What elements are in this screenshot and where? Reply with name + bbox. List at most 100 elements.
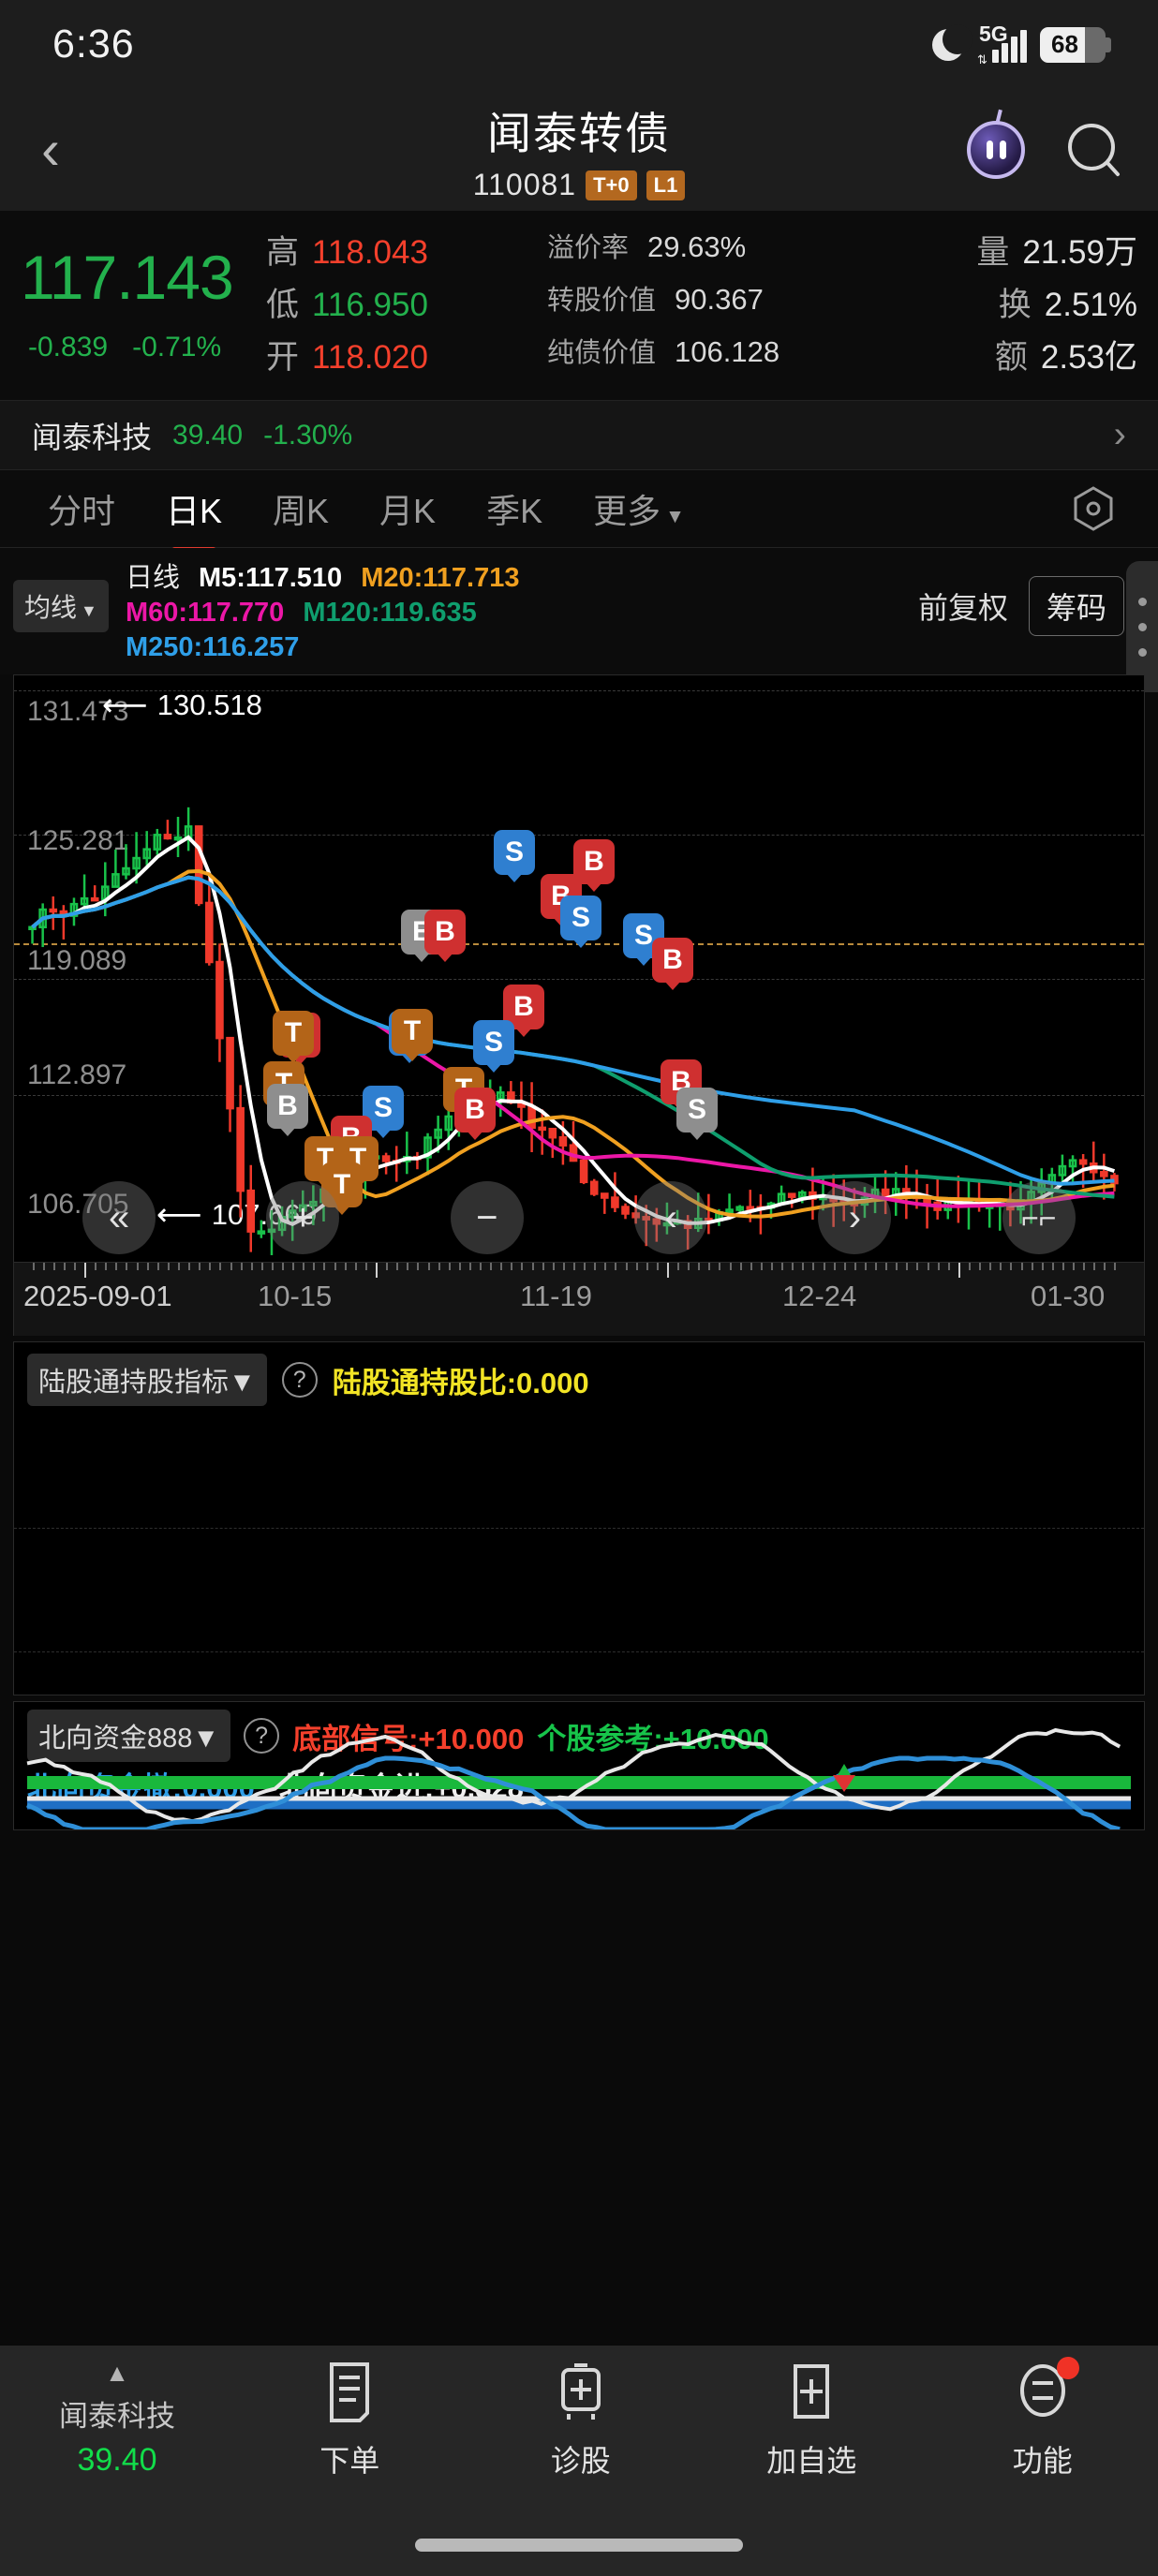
signal-marker-trade[interactable]: T <box>273 1011 314 1057</box>
signal-icon: 5G ⇅ <box>977 22 1027 67</box>
x-tick-4: 12-24 <box>782 1280 857 1313</box>
quote-row-turnover: 换 2.51% <box>920 278 1137 331</box>
chart-settings-icon[interactable] <box>1072 485 1115 532</box>
arrow-left-icon: ⟵ <box>102 688 148 724</box>
zoom-in-icon[interactable]: + <box>266 1181 340 1255</box>
ai-assistant-icon[interactable] <box>967 121 1025 179</box>
tab-weekly-k[interactable]: 周K <box>273 492 330 530</box>
indicator2-selector[interactable]: 北向资金888▼ <box>27 1710 231 1763</box>
quote-label-premium: 溢价率 <box>547 233 630 263</box>
gridline-3 <box>14 979 1144 981</box>
signal-marker-sell[interactable]: S <box>494 830 535 876</box>
status-bar: 6:36 5G ⇅ 68 <box>0 0 1158 89</box>
signal-marker-grey[interactable]: S <box>676 1088 718 1133</box>
quote-hilo-column: 高 118.043 低 116.950 开 118.020 <box>266 226 547 383</box>
functions-icon <box>1014 2357 1079 2424</box>
quote-label-volume: 量 <box>976 234 1010 271</box>
chip-distribution-button[interactable]: 筹码 <box>1028 576 1124 636</box>
prev-icon[interactable]: ‹ <box>634 1181 708 1255</box>
battery-icon: 68 <box>1040 26 1111 63</box>
quote-label-turnover: 换 <box>998 287 1032 323</box>
quote-panel: 117.143 -0.839 -0.71% 高 118.043 低 116.95… <box>0 211 1158 400</box>
related-stock-price: 39.40 <box>172 419 244 451</box>
chevron-down-icon: ▼ <box>81 601 97 620</box>
fullscreen-icon[interactable]: ⌐⌐ <box>1002 1181 1076 1255</box>
zoom-out-icon[interactable]: − <box>450 1181 524 1255</box>
ma5-value: M5:117.510 <box>199 563 343 593</box>
main-candlestick-chart[interactable]: 131.473 125.281 119.089 112.897 106.705 … <box>13 674 1145 1264</box>
add-watchlist-icon <box>782 2361 840 2424</box>
signal-marker-trade[interactable]: T <box>321 1162 363 1208</box>
quote-row-low: 低 116.950 <box>266 278 547 331</box>
bottom-nav-add-watchlist-label: 加自选 <box>766 2444 857 2478</box>
indicator-panel-northbound-holding[interactable]: 陆股通持股指标▼ ? 陆股通持股比:0.000 <box>13 1341 1145 1696</box>
first-page-icon[interactable]: « <box>82 1181 156 1255</box>
data-arrows-icon: ⇅ <box>977 52 987 67</box>
tab-more[interactable]: 更多 ▼ <box>568 484 710 533</box>
tab-quarterly-k[interactable]: 季K <box>486 492 543 530</box>
y-tick-1: 131.473 <box>27 696 129 728</box>
status-icons: 5G ⇅ 68 <box>932 22 1111 67</box>
high-annotation: ⟵ 130.518 <box>102 688 262 722</box>
indicator2-bottom-signal: 底部信号:+10.000 <box>292 1722 525 1755</box>
quote-row-high: 高 118.043 <box>266 226 547 278</box>
bottom-related-stock[interactable]: ▲ 闻泰科技 39.40 <box>0 2361 234 2479</box>
ma-legend-values: 日线 M5:117.510 M20:117.713 M60:117.770 M1… <box>126 561 877 665</box>
signal-marker-sell[interactable]: S <box>623 913 664 959</box>
quote-volume-column: 量 21.59万 换 2.51% 额 2.53亿 <box>920 226 1137 383</box>
signal-marker-trade[interactable]: T <box>392 1009 433 1055</box>
quote-row-open: 开 118.020 <box>266 331 547 383</box>
quote-row-premium: 溢价率 29.63% <box>547 226 920 278</box>
triangle-up-icon: ▲ <box>105 2359 129 2387</box>
quote-row-purebond: 纯债价值 106.128 <box>547 331 920 383</box>
app-header: ‹ 闻泰转债 110081 T+0 L1 <box>0 89 1158 211</box>
quote-row-volume: 量 21.59万 <box>920 226 1137 278</box>
x-tick-2: 10-15 <box>258 1280 333 1313</box>
ma120-value: M120:119.635 <box>303 598 477 629</box>
y-tick-2: 125.281 <box>27 825 129 857</box>
header-title-group: 闻泰转债 110081 T+0 L1 <box>0 89 1158 211</box>
indicator1-selector[interactable]: 陆股通持股指标▼ <box>27 1354 267 1407</box>
indicator1-value: 陆股通持股比:0.000 <box>332 1366 589 1399</box>
quote-label-purebond: 纯债价值 <box>547 338 657 368</box>
side-drawer-handle[interactable] <box>1126 561 1158 692</box>
gridline-2 <box>14 835 1144 836</box>
indicator-panel-northbound-capital[interactable]: 北向资金888▼ ? 底部信号:+10.000 个股参考:+10.000 北向资… <box>13 1701 1145 1831</box>
help-icon[interactable]: ? <box>244 1718 280 1754</box>
quote-value-turnover: 2.51% <box>1044 287 1137 323</box>
chevron-right-icon: › <box>1113 414 1126 455</box>
tab-daily-k[interactable]: 日K <box>141 484 247 533</box>
bottom-nav-order[interactable]: 下单 <box>234 2361 466 2480</box>
page-title: 闻泰转债 <box>487 109 671 158</box>
signal-marker-buy[interactable]: B <box>424 910 466 955</box>
signal-marker-buy[interactable]: B <box>454 1088 496 1133</box>
indicator1-divider <box>14 1528 1144 1530</box>
next-icon[interactable]: › <box>818 1181 892 1255</box>
search-icon[interactable] <box>1068 124 1121 176</box>
related-stock-row[interactable]: 闻泰科技 39.40 -1.30% › <box>0 400 1158 469</box>
signal-marker-grey[interactable]: B <box>267 1084 308 1130</box>
signal-marker-buy[interactable]: B <box>652 938 693 984</box>
signal-marker-sell[interactable]: S <box>473 1020 514 1066</box>
price-change-pct: -0.71% <box>132 331 222 363</box>
signal-marker-sell[interactable]: S <box>560 896 601 941</box>
chart-plot <box>28 807 1119 1256</box>
x-tick-1: 2025-09-01 <box>23 1280 172 1313</box>
diagnose-icon <box>552 2361 610 2424</box>
tag-l1: L1 <box>646 170 686 200</box>
quote-value-volume: 21.59万 <box>1022 234 1137 271</box>
quote-label-amount: 额 <box>994 339 1028 376</box>
help-icon[interactable]: ? <box>281 1362 318 1399</box>
bottom-nav-functions[interactable]: 功能 <box>928 2357 1158 2480</box>
indicator1-selector-label: 陆股通持股指标 <box>38 1368 230 1399</box>
back-icon[interactable]: ‹ <box>41 118 60 181</box>
tab-fenshi[interactable]: 分时 <box>48 492 116 530</box>
notification-badge <box>1056 2357 1079 2379</box>
x-tick-3: 11-19 <box>520 1280 592 1313</box>
bottom-nav-diagnose[interactable]: 诊股 <box>466 2361 697 2480</box>
ma-selector-button[interactable]: 均线 ▼ <box>13 580 109 632</box>
chart-period-tabs: 分时 日K 周K 月K 季K 更多 ▼ <box>0 469 1158 548</box>
tab-monthly-k[interactable]: 月K <box>379 492 437 530</box>
adjust-price-button[interactable]: 前复权 <box>917 591 1008 625</box>
bottom-nav-add-watchlist[interactable]: 加自选 <box>696 2361 928 2480</box>
